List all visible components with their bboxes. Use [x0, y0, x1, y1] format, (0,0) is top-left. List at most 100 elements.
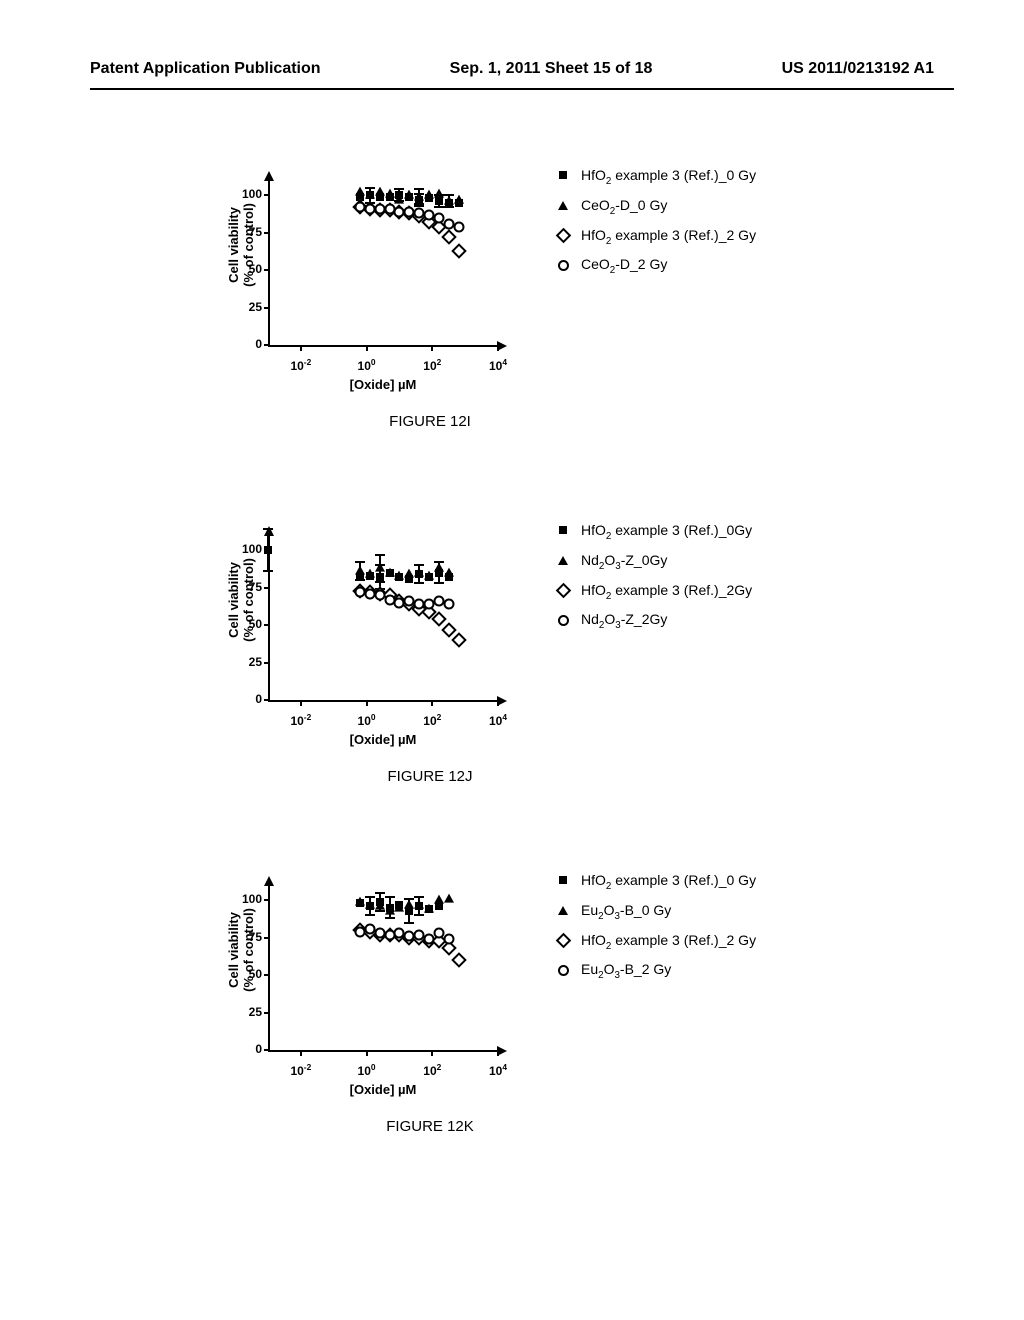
data-point: [365, 899, 375, 908]
figure-12j: Cell viability (% of control) [Oxide] µM…: [190, 520, 752, 785]
x-tick-mark: [300, 700, 302, 706]
data-point: [394, 902, 404, 911]
legend-item: CeO2-D_0 Gy: [555, 197, 756, 217]
data-point: [454, 194, 464, 203]
data-point: [451, 243, 467, 259]
legend-label: HfO2 example 3 (Ref.)_2 Gy: [581, 227, 756, 247]
x-tick-label: 100: [358, 712, 376, 728]
legend-item: HfO2 example 3 (Ref.)_0 Gy: [555, 872, 756, 892]
caption-12k: FIGURE 12K: [190, 1118, 670, 1135]
x-tick-label: 102: [423, 712, 441, 728]
data-point: [443, 934, 454, 945]
x-tick-label: 100: [358, 357, 376, 373]
legend-label: Eu2O3-B_2 Gy: [581, 961, 671, 981]
legend-marker-icon: [555, 171, 571, 183]
data-point: [434, 188, 444, 197]
legend-label: HfO2 example 3 (Ref.)_2Gy: [581, 582, 752, 602]
legend-marker-icon: [555, 876, 571, 888]
y-tick-label: 75: [232, 225, 262, 239]
header-rule: [90, 88, 954, 90]
error-bar-cap: [355, 561, 365, 563]
header-right: US 2011/0213192 A1: [782, 60, 934, 78]
legend-label: Nd2O3-Z_0Gy: [581, 552, 667, 572]
data-point: [434, 563, 444, 572]
legend-label: HfO2 example 3 (Ref.)_0 Gy: [581, 872, 756, 892]
data-point: [404, 569, 414, 578]
y-tick-label: 25: [232, 655, 262, 669]
x-tick-label: 100: [358, 1062, 376, 1078]
y-tick-mark: [264, 1012, 270, 1014]
legend-12i: HfO2 example 3 (Ref.)_0 Gy CeO2-D_0 Gy HfO…: [555, 167, 756, 286]
legend-label: HfO2 example 3 (Ref.)_2 Gy: [581, 932, 756, 952]
legend-marker-icon: [555, 230, 571, 242]
y-tick-label: 75: [232, 580, 262, 594]
x-tick-label: 104: [489, 357, 507, 373]
data-point: [385, 567, 395, 576]
data-point: [365, 569, 375, 578]
x-axis-label: [Oxide] µM: [268, 377, 498, 392]
data-point: [453, 221, 464, 232]
x-tick-mark: [497, 1050, 499, 1056]
legend-item: HfO2 example 3 (Ref.)_2 Gy: [555, 932, 756, 952]
data-point: [441, 622, 457, 638]
data-point: [385, 905, 395, 914]
y-tick-mark: [264, 587, 270, 589]
data-point: [375, 187, 385, 196]
data-point: [385, 188, 395, 197]
data-point: [424, 904, 434, 913]
error-bar-cap: [414, 582, 424, 584]
plot-area-12j: [268, 535, 498, 700]
data-point: [414, 899, 424, 908]
legend-label: HfO2 example 3 (Ref.)_0 Gy: [581, 167, 756, 187]
x-tick-mark: [366, 345, 368, 351]
data-point: [441, 229, 457, 245]
x-axis-label: [Oxide] µM: [268, 1082, 498, 1097]
figure-12i: Cell viability (% of control) [Oxide] µM…: [190, 165, 756, 430]
y-tick-label: 100: [232, 892, 262, 906]
legend-item: Eu2O3-B_2 Gy: [555, 961, 756, 981]
y-tick-label: 0: [232, 692, 262, 706]
error-bar: [379, 555, 381, 582]
plot-area-12i: [268, 180, 498, 345]
y-axis-label: Cell viability (% of control): [227, 185, 257, 305]
error-bar-cap: [434, 206, 444, 208]
legend-12j: HfO2 example 3 (Ref.)_0Gy Nd2O3-Z_0Gy HfO2…: [555, 522, 752, 641]
error-bar-cap: [414, 564, 424, 566]
legend-label: Eu2O3-B_0 Gy: [581, 902, 671, 922]
y-tick-mark: [264, 344, 270, 346]
data-point: [414, 567, 424, 576]
x-tick-label: 102: [423, 1062, 441, 1078]
data-point: [394, 194, 404, 203]
x-tick-mark: [497, 700, 499, 706]
y-tick-mark: [264, 194, 270, 196]
legend-marker-icon: [555, 260, 571, 272]
y-tick-label: 100: [232, 542, 262, 556]
legend-item: HfO2 example 3 (Ref.)_0 Gy: [555, 167, 756, 187]
legend-item: Eu2O3-B_0 Gy: [555, 902, 756, 922]
caption-12i: FIGURE 12I: [190, 413, 670, 430]
legend-item: HfO2 example 3 (Ref.)_0Gy: [555, 522, 752, 542]
error-bar-cap: [444, 206, 454, 208]
y-tick-mark: [264, 269, 270, 271]
data-point: [444, 893, 454, 902]
y-tick-mark: [264, 974, 270, 976]
legend-item: CeO2-D_2 Gy: [555, 256, 756, 276]
chart-12i: Cell viability (% of control) [Oxide] µM…: [190, 165, 520, 405]
y-tick-mark: [264, 232, 270, 234]
chart-12j: Cell viability (% of control) [Oxide] µM…: [190, 520, 520, 760]
y-tick-label: 0: [232, 1042, 262, 1056]
x-tick-mark: [366, 1050, 368, 1056]
legend-item: HfO2 example 3 (Ref.)_2Gy: [555, 582, 752, 602]
plot-area-12k: [268, 885, 498, 1050]
chart-12k: Cell viability (% of control) [Oxide] µM…: [190, 870, 520, 1110]
data-point: [424, 190, 434, 199]
x-tick-mark: [431, 345, 433, 351]
y-tick-mark: [264, 624, 270, 626]
y-tick-label: 75: [232, 930, 262, 944]
y-tick-mark: [264, 307, 270, 309]
y-tick-mark: [264, 899, 270, 901]
y-tick-label: 50: [232, 617, 262, 631]
error-bar-cap: [414, 914, 424, 916]
header-center: Sep. 1, 2011 Sheet 15 of 18: [450, 60, 653, 78]
data-point: [394, 570, 404, 579]
